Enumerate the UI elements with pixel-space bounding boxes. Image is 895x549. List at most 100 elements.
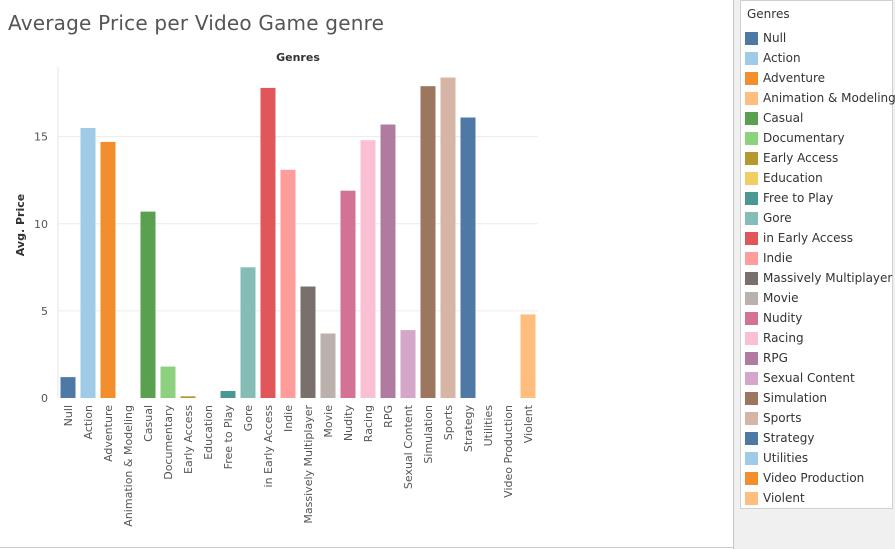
bar-chart: Genres Avg. Price 0 5 10 15 Null Action Adven… [14, 51, 538, 527]
bar-indie[interactable] [280, 169, 296, 398]
legend-item[interactable]: Utilities [741, 449, 892, 469]
x-category-label: Gore [242, 405, 255, 432]
chart-pane: Average Price per Video Game genre [0, 11, 733, 548]
legend-swatch [745, 332, 758, 345]
x-category-label: Violent [522, 404, 535, 443]
x-category-label: Nudity [342, 405, 355, 442]
legend-item[interactable]: Video Production [741, 469, 892, 489]
x-category-label: Adventure [102, 405, 115, 462]
x-category-label: Video Production [502, 405, 515, 498]
legend-item[interactable]: Casual [741, 109, 892, 129]
legend-swatch [745, 272, 758, 285]
legend-label: Utilities [763, 451, 809, 465]
legend-item[interactable]: Simulation [741, 389, 892, 409]
legend-swatch [745, 452, 758, 465]
legend-item[interactable]: Null [741, 29, 892, 49]
y-tick-label: 15 [34, 131, 48, 144]
legend-item[interactable]: Nudity [741, 309, 892, 329]
legend-swatch [745, 152, 758, 165]
legend-label: Sexual Content [763, 371, 855, 385]
legend-label: Movie [763, 291, 799, 305]
bar-massively-multiplayer[interactable] [300, 286, 316, 399]
bar-nudity[interactable] [340, 190, 356, 398]
legend-label: Massively Multiplayer [763, 271, 893, 285]
legend-swatch [745, 212, 758, 225]
x-category-label: Casual [142, 405, 155, 442]
legend-label: Gore [763, 211, 792, 225]
x-category-label: Sexual Content [402, 404, 415, 489]
legend-item[interactable]: Indie [741, 249, 892, 269]
x-category-label: Racing [362, 405, 375, 442]
bar-early-access[interactable] [180, 396, 196, 398]
bar-racing[interactable] [360, 140, 376, 398]
bar-in-early-access[interactable] [260, 87, 276, 399]
legend-item[interactable]: Sports [741, 409, 892, 429]
legend-item[interactable]: Animation & Modeling [741, 89, 895, 109]
legend-swatch [745, 252, 758, 265]
x-category-label: Education [202, 405, 215, 460]
legend-item[interactable]: Documentary [741, 129, 892, 149]
legend-item[interactable]: Violent [741, 489, 892, 509]
legend-swatch [745, 92, 758, 105]
bar-free-to-play[interactable] [220, 391, 236, 398]
legend-swatch [745, 32, 758, 45]
bar-null[interactable] [60, 377, 76, 398]
legend-swatch [745, 472, 758, 485]
bar-action[interactable] [80, 128, 96, 398]
legend-label: Indie [763, 251, 793, 265]
legend-panel: Genres Null Action Adventure Animation & Mo… [740, 0, 895, 509]
bar-adventure[interactable] [100, 141, 116, 398]
legend-label: Racing [763, 331, 804, 345]
bar-simulation[interactable] [420, 86, 436, 398]
bar-casual[interactable] [140, 211, 156, 398]
bar-rpg[interactable] [380, 124, 396, 399]
legend-item[interactable]: Action [741, 49, 892, 69]
bar-violent[interactable] [520, 314, 536, 398]
y-axis-label: Avg. Price [14, 194, 27, 256]
bar-gore[interactable] [240, 267, 256, 398]
legend-item[interactable]: Racing [741, 329, 892, 349]
legend-item[interactable]: Sexual Content [741, 369, 892, 389]
legend-item[interactable]: Strategy [741, 429, 892, 449]
legend-label: Strategy [763, 431, 815, 445]
bar-strategy[interactable] [460, 117, 476, 399]
bar-sexual-content[interactable] [400, 330, 416, 398]
legend-label: Casual [763, 111, 804, 125]
x-category-label: RPG [382, 405, 395, 428]
legend-item[interactable]: Education [741, 169, 892, 189]
legend-swatch [745, 192, 758, 205]
axes: Genres Avg. Price [14, 51, 320, 256]
legend-swatch [745, 492, 758, 505]
legend-label: Action [763, 51, 801, 65]
legend-label: Education [763, 171, 823, 185]
legend-item[interactable]: in Early Access [741, 229, 892, 249]
legend-swatch [745, 372, 758, 385]
x-category-label: Documentary [162, 405, 175, 480]
legend-item[interactable]: Movie [741, 289, 892, 309]
legend-items: Null Action Adventure Animation & Modeling C… [741, 29, 895, 509]
legend-item[interactable]: Early Access [741, 149, 892, 169]
legend-label: Violent [763, 491, 805, 505]
x-category-label: Movie [322, 405, 335, 438]
legend-item[interactable]: Massively Multiplayer [741, 269, 892, 289]
legend-item[interactable]: Gore [741, 209, 892, 229]
legend-item[interactable]: RPG [741, 349, 892, 369]
legend-swatch [745, 292, 758, 305]
legend-label: Documentary [763, 131, 845, 145]
x-category-label: Utilities [482, 405, 495, 447]
bar-sports[interactable] [440, 77, 456, 399]
x-axis-category-labels: Null Action Adventure Animation & Modeling C… [62, 404, 535, 526]
y-axis-ticks: 0 5 10 15 [34, 131, 48, 405]
y-tick-label: 10 [34, 218, 48, 231]
x-category-label: Strategy [462, 405, 475, 453]
legend-swatch [745, 72, 758, 85]
legend-swatch [745, 132, 758, 145]
legend-label: Animation & Modeling [763, 91, 895, 105]
legend-title: Genres [747, 7, 790, 21]
legend-item[interactable]: Free to Play [741, 189, 892, 209]
legend-item[interactable]: Adventure [741, 69, 892, 89]
bar-movie[interactable] [320, 333, 336, 399]
bar-documentary[interactable] [160, 366, 176, 398]
x-category-label: in Early Access [262, 405, 275, 488]
legend-label: Early Access [763, 151, 839, 165]
